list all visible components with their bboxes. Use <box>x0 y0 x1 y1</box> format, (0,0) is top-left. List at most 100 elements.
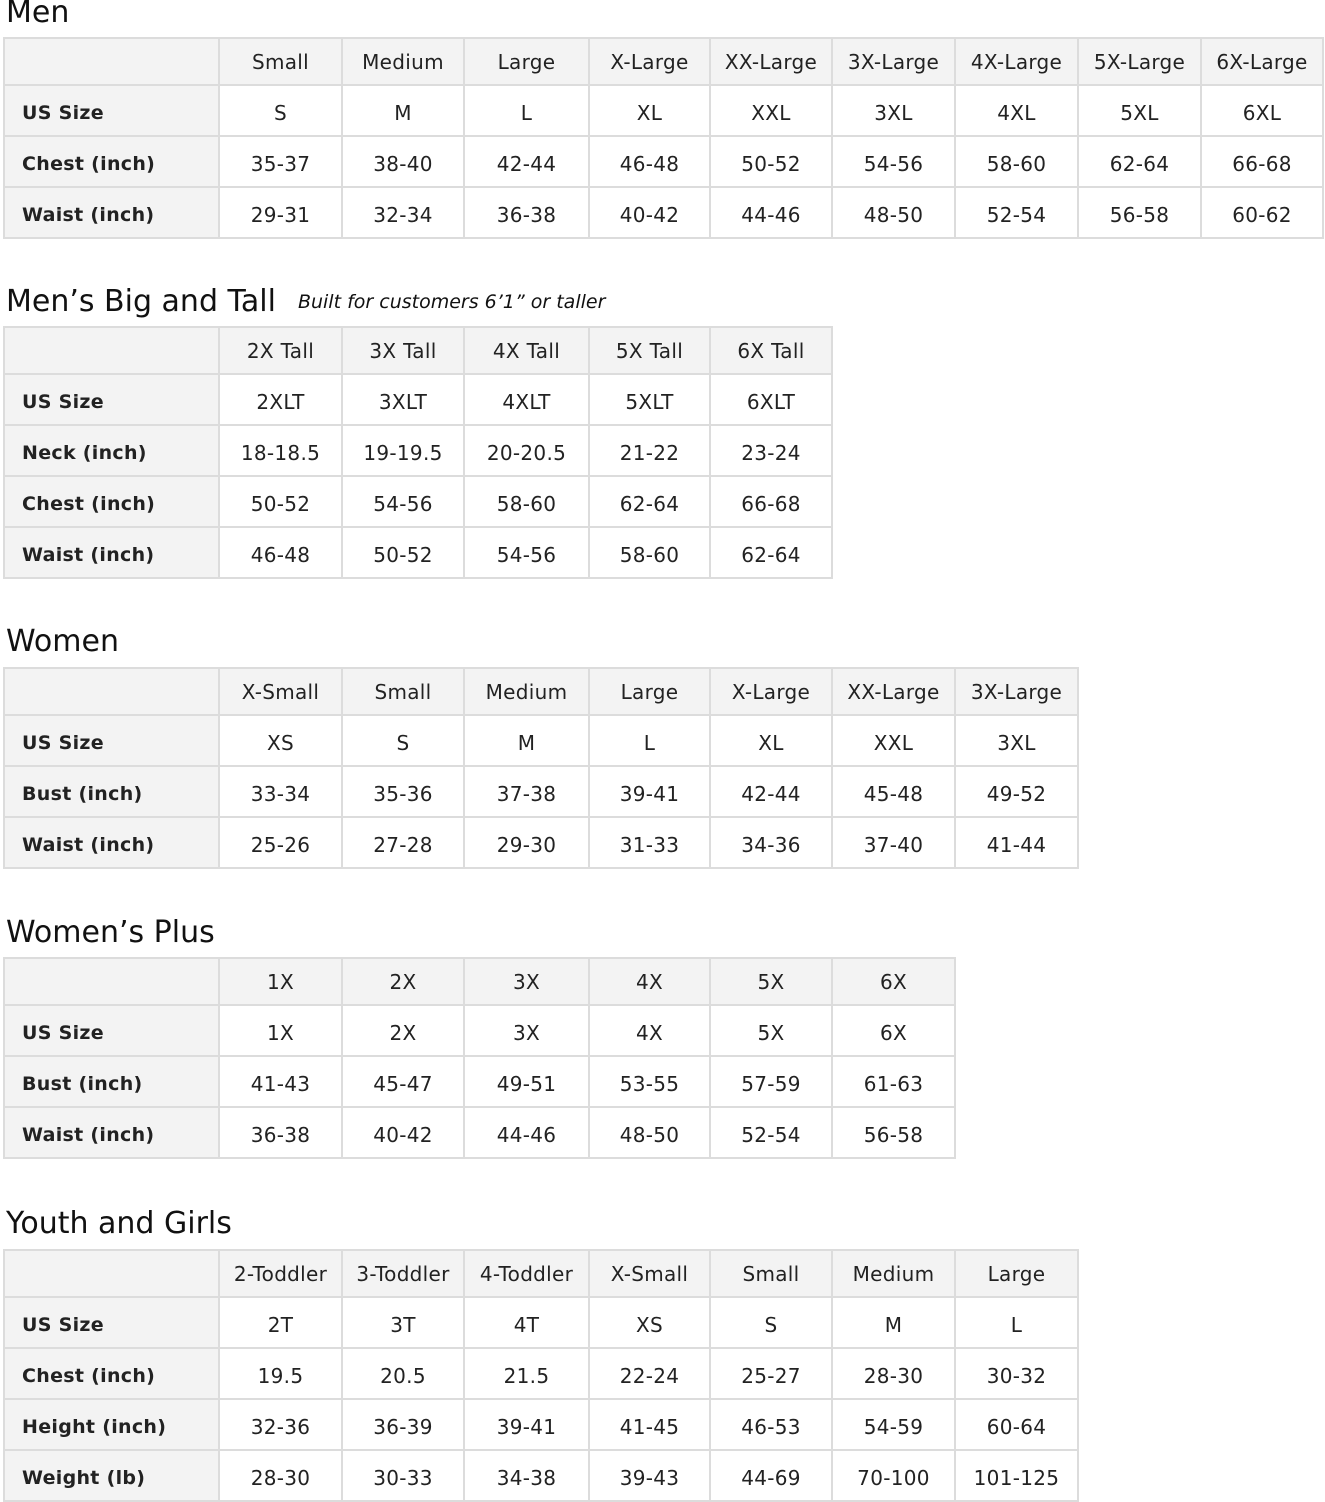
table-cell: 36-38 <box>218 1106 343 1159</box>
table-cell: 41-44 <box>954 816 1079 869</box>
column-header: X-Small <box>218 667 343 716</box>
table-cell: S <box>709 1296 833 1349</box>
table-cell: 32-34 <box>341 186 465 239</box>
table-cell: 19.5 <box>218 1347 343 1400</box>
table-cell: S <box>341 714 465 767</box>
column-header: 6X <box>831 957 956 1006</box>
table-cell: 4XL <box>954 84 1079 137</box>
table-cell: 58-60 <box>954 135 1079 188</box>
table-row: US Size XS S M L XL XXL 3XL <box>3 714 1079 767</box>
table-cell: 20.5 <box>341 1347 465 1400</box>
size-table-youth-and-girls: 2-Toddler 3-Toddler 4-Toddler X-Small Small M… <box>3 1249 1079 1502</box>
column-header: 4X <box>588 957 711 1006</box>
table-cell: 33-34 <box>218 765 343 818</box>
table-cell: 40-42 <box>588 186 711 239</box>
table-row: Waist (inch) 25-26 27-28 29-30 31-33 34-36 37-… <box>3 816 1079 869</box>
table-cell: 37-38 <box>463 765 590 818</box>
table-row: Weight (lb) 28-30 30-33 34-38 39-43 44-69 70-1… <box>3 1449 1079 1502</box>
table-cell: 54-56 <box>463 526 590 579</box>
table-cell: 25-27 <box>709 1347 833 1400</box>
row-label: US Size <box>3 373 220 426</box>
table-cell: 3XL <box>831 84 956 137</box>
table-cell: 5XLT <box>588 373 711 426</box>
column-header: 6X Tall <box>709 326 833 375</box>
table-cell: 21.5 <box>463 1347 590 1400</box>
table-cell: S <box>218 84 343 137</box>
table-cell: 37-40 <box>831 816 956 869</box>
table-cell: 32-36 <box>218 1398 343 1451</box>
table-cell: 4X <box>588 1004 711 1057</box>
row-label: Bust (inch) <box>3 765 220 818</box>
table-cell: L <box>588 714 711 767</box>
table-cell: 18-18.5 <box>218 424 343 477</box>
column-header: 3-Toddler <box>341 1249 465 1298</box>
header-corner-cell <box>3 667 220 716</box>
table-row: US Size S M L XL XXL 3XL 4XL 5XL 6XL <box>3 84 1324 137</box>
section-subtitle: Built for customers 6’1” or taller <box>297 291 606 313</box>
table-row: Height (inch) 32-36 36-39 39-41 41-45 46-53 54… <box>3 1398 1079 1451</box>
table-cell: 44-69 <box>709 1449 833 1502</box>
column-header: 5X Tall <box>588 326 711 375</box>
section-title-women-s-plus: Women’s Plus <box>6 916 215 950</box>
column-header: Large <box>463 37 590 86</box>
table-cell: 5XL <box>1077 84 1202 137</box>
table-cell: 2T <box>218 1296 343 1349</box>
table-cell: 42-44 <box>463 135 590 188</box>
table-cell: 34-36 <box>709 816 833 869</box>
column-header: 2-Toddler <box>218 1249 343 1298</box>
table-row: Neck (inch) 18-18.5 19-19.5 20-20.5 21-22 23-… <box>3 424 833 477</box>
table-cell: 62-64 <box>588 475 711 528</box>
section-title-youth-and-girls: Youth and Girls <box>6 1207 232 1241</box>
table-cell: L <box>954 1296 1079 1349</box>
table-cell: 101-125 <box>954 1449 1079 1502</box>
table-cell: 6XLT <box>709 373 833 426</box>
table-cell: 45-47 <box>341 1055 465 1108</box>
header-corner-cell <box>3 37 220 86</box>
table-cell: 70-100 <box>831 1449 956 1502</box>
table-cell: 56-58 <box>1077 186 1202 239</box>
size-table-men: Small Medium Large X-Large XX-Large 3X-Large 4… <box>3 37 1324 239</box>
table-cell: XS <box>218 714 343 767</box>
row-label: US Size <box>3 714 220 767</box>
column-header: Small <box>218 37 343 86</box>
table-cell: 41-45 <box>588 1398 711 1451</box>
row-label: Waist (inch) <box>3 526 220 579</box>
table-cell: 57-59 <box>709 1055 833 1108</box>
size-table-men-s-big-and-tall: 2X Tall 3X Tall 4X Tall 5X Tall 6X Tall US Si… <box>3 326 833 579</box>
table-row: Chest (inch) 19.5 20.5 21.5 22-24 25-27 28-30 3… <box>3 1347 1079 1400</box>
column-header: X-Small <box>588 1249 711 1298</box>
row-label: Waist (inch) <box>3 186 220 239</box>
table-cell: 35-37 <box>218 135 343 188</box>
column-header: 2X <box>341 957 465 1006</box>
row-label: US Size <box>3 84 220 137</box>
table-cell: 62-64 <box>709 526 833 579</box>
row-label: Chest (inch) <box>3 475 220 528</box>
table-cell: 4XLT <box>463 373 590 426</box>
table-cell: 19-19.5 <box>341 424 465 477</box>
section-title-women: Women <box>6 625 119 659</box>
table-cell: 58-60 <box>463 475 590 528</box>
section-heading: Men’s Big and Tall <box>6 284 276 319</box>
table-cell: 20-20.5 <box>463 424 590 477</box>
table-cell: M <box>341 84 465 137</box>
table-cell: 30-33 <box>341 1449 465 1502</box>
column-header: 2X Tall <box>218 326 343 375</box>
table-cell: 48-50 <box>588 1106 711 1159</box>
table-cell: 21-22 <box>588 424 711 477</box>
table-cell: 25-26 <box>218 816 343 869</box>
table-cell: 58-60 <box>588 526 711 579</box>
column-header: X-Large <box>588 37 711 86</box>
column-header: 1X <box>218 957 343 1006</box>
row-label: US Size <box>3 1004 220 1057</box>
table-cell: 54-56 <box>831 135 956 188</box>
table-row: US Size 2T 3T 4T XS S M L <box>3 1296 1079 1349</box>
column-header: 4-Toddler <box>463 1249 590 1298</box>
table-cell: 62-64 <box>1077 135 1202 188</box>
table-cell: 2XLT <box>218 373 343 426</box>
column-header: 6X-Large <box>1200 37 1324 86</box>
table-cell: 45-48 <box>831 765 956 818</box>
section-title-men: Men <box>6 0 69 30</box>
table-cell: 2X <box>341 1004 465 1057</box>
table-cell: 3X <box>463 1004 590 1057</box>
row-label: Neck (inch) <box>3 424 220 477</box>
